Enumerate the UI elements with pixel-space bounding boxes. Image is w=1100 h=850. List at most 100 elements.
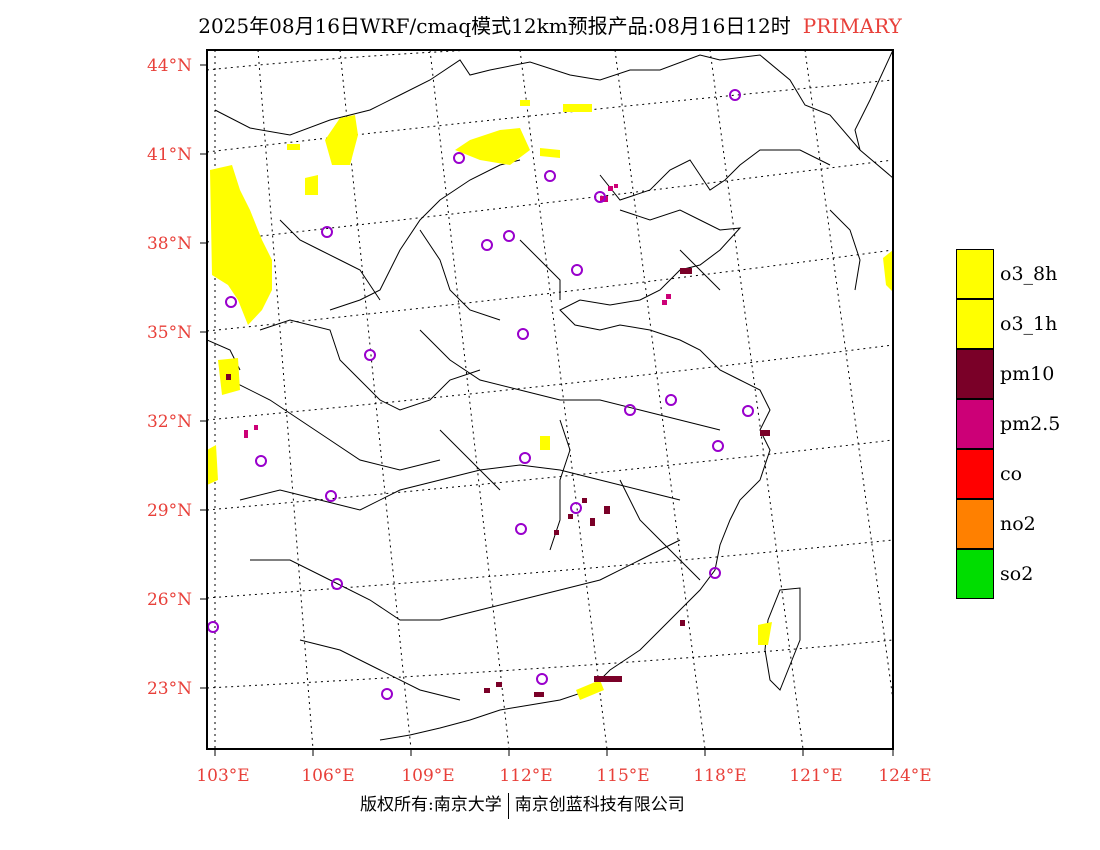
station-marker xyxy=(325,490,337,502)
lat-label: 38°N xyxy=(147,234,192,254)
lat-label: 41°N xyxy=(147,145,192,165)
o3-area xyxy=(455,128,530,165)
pm10-spot xyxy=(534,692,544,697)
credit-separator xyxy=(507,792,509,819)
pm10-spot xyxy=(604,506,610,514)
station-marker xyxy=(544,170,556,182)
lon-ticks xyxy=(214,749,894,756)
legend-label: pm10 xyxy=(1000,363,1055,385)
legend-swatch xyxy=(956,499,994,549)
station-marker xyxy=(709,567,721,579)
o3-area xyxy=(207,445,218,485)
pm25-spot xyxy=(244,430,248,438)
pm10-spot xyxy=(226,374,231,380)
o3-area xyxy=(576,680,604,700)
pm10-spot xyxy=(484,688,490,693)
pm10-spot xyxy=(582,498,587,503)
map-frame xyxy=(206,49,894,750)
pm25-spot xyxy=(608,186,613,191)
primary-tag: PRIMARY xyxy=(802,14,902,38)
o3-areas xyxy=(207,100,893,700)
station-marker xyxy=(536,673,548,685)
title-text: 2025年08月16日WRF/cmaq模式12km预报产品:08月16日12时 xyxy=(198,14,791,38)
pm10-spot xyxy=(554,530,559,535)
station-marker xyxy=(503,230,515,242)
lon-label: 109°E xyxy=(401,766,454,786)
station-marker xyxy=(453,152,465,164)
legend-swatch xyxy=(956,449,994,499)
pm-spots xyxy=(226,184,770,697)
station-marker xyxy=(207,621,219,633)
o3-area xyxy=(758,622,772,645)
credit-left: 版权所有:南京大学 xyxy=(360,795,502,815)
station-marker xyxy=(225,296,237,308)
legend-label: no2 xyxy=(1000,513,1036,535)
o3-area xyxy=(305,175,318,195)
lat-label: 23°N xyxy=(147,679,192,699)
station-marker xyxy=(519,452,531,464)
pm10-spot xyxy=(680,620,685,626)
pm10-spot xyxy=(568,514,573,519)
station-marker xyxy=(729,89,741,101)
o3-area xyxy=(883,250,893,292)
station-marker xyxy=(665,394,677,406)
station-marker xyxy=(364,349,376,361)
lon-label: 112°E xyxy=(499,766,552,786)
legend-swatch xyxy=(956,399,994,449)
pm25-spot xyxy=(614,184,618,188)
station-marker xyxy=(321,226,333,238)
station-marker xyxy=(517,328,529,340)
o3-area xyxy=(563,104,592,112)
station-marker xyxy=(381,688,393,700)
station-marker xyxy=(255,455,267,467)
lon-label: 124°E xyxy=(878,766,931,786)
o3-area xyxy=(540,148,560,158)
lon-label: 115°E xyxy=(596,766,649,786)
o3-area xyxy=(210,165,272,325)
pm10-spot xyxy=(594,676,622,682)
legend-label: so2 xyxy=(1000,563,1034,585)
pm10-spot xyxy=(760,430,770,436)
station-marker xyxy=(515,523,527,535)
station-marker xyxy=(712,440,724,452)
lon-label: 106°E xyxy=(301,766,354,786)
legend-swatch xyxy=(956,549,994,599)
lat-label: 44°N xyxy=(147,56,192,76)
lat-label: 35°N xyxy=(147,323,192,343)
station-marker xyxy=(481,239,493,251)
lon-label: 118°E xyxy=(693,766,746,786)
pm10-spot xyxy=(680,268,692,274)
legend-label: o3_1h xyxy=(1000,313,1058,335)
pm10-spot xyxy=(590,518,595,526)
o3-area xyxy=(287,144,300,150)
o3-area xyxy=(325,115,358,165)
copyright-credit: 版权所有:南京大学 南京创蓝科技有限公司 xyxy=(360,790,685,819)
station-marker xyxy=(624,404,636,416)
lat-ticks xyxy=(200,64,207,689)
o3-area xyxy=(520,100,530,106)
legend-label: pm2.5 xyxy=(1000,413,1061,435)
lon-label: 121°E xyxy=(789,766,842,786)
station-marker xyxy=(742,405,754,417)
station-marker xyxy=(570,502,582,514)
station-marker xyxy=(571,264,583,276)
pm25-spot xyxy=(662,300,667,305)
map-title: 2025年08月16日WRF/cmaq模式12km预报产品:08月16日12时 P… xyxy=(0,10,1100,39)
lat-label: 26°N xyxy=(147,590,192,610)
legend-label: o3_8h xyxy=(1000,263,1058,285)
pm25-spot xyxy=(254,425,258,430)
station-marker xyxy=(594,191,606,203)
legend-label: co xyxy=(1000,463,1023,485)
station-markers xyxy=(207,89,754,700)
pm10-spot xyxy=(496,682,502,687)
lat-label: 32°N xyxy=(147,412,192,432)
legend-swatch xyxy=(956,249,994,299)
legend-swatch xyxy=(956,299,994,349)
credit-right: 南京创蓝科技有限公司 xyxy=(514,795,685,815)
pm25-spot xyxy=(666,294,671,299)
lat-label: 29°N xyxy=(147,501,192,521)
lon-label: 103°E xyxy=(196,766,249,786)
o3-area xyxy=(540,436,550,450)
station-marker xyxy=(331,578,343,590)
